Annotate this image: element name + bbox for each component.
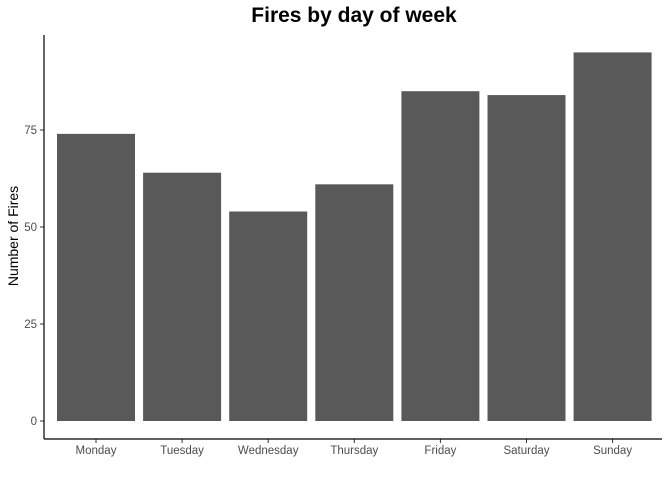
chart-title: Fires by day of week [251,4,457,27]
x-tick-label: Saturday [503,445,549,457]
y-tick-label: 75 [24,125,37,137]
x-tick-label: Wednesday [238,445,299,457]
y-tick-label: 25 [24,319,37,331]
bar-sunday [573,52,652,422]
x-tick-label: Tuesday [160,445,204,457]
x-tick-label: Thursday [330,445,378,457]
bar-tuesday [143,172,222,421]
y-tick-label: 50 [24,222,37,234]
y-tick-label: 0 [31,416,37,428]
x-tick-label: Monday [76,445,117,457]
bar-saturday [487,95,566,421]
y-axis-label: Number of Fires [5,186,21,286]
x-tick-label: Friday [424,445,456,457]
bars-group [57,52,652,422]
bar-wednesday [229,211,308,421]
bar-thursday [315,184,394,421]
x-tick-label: Sunday [593,445,632,457]
x-axis-ticks: Monday Tuesday Wednesday Thursday Friday Satu… [76,439,632,457]
bar-monday [57,133,135,421]
bar-friday [401,91,480,421]
y-axis-ticks: 0 25 50 75 [24,125,44,428]
